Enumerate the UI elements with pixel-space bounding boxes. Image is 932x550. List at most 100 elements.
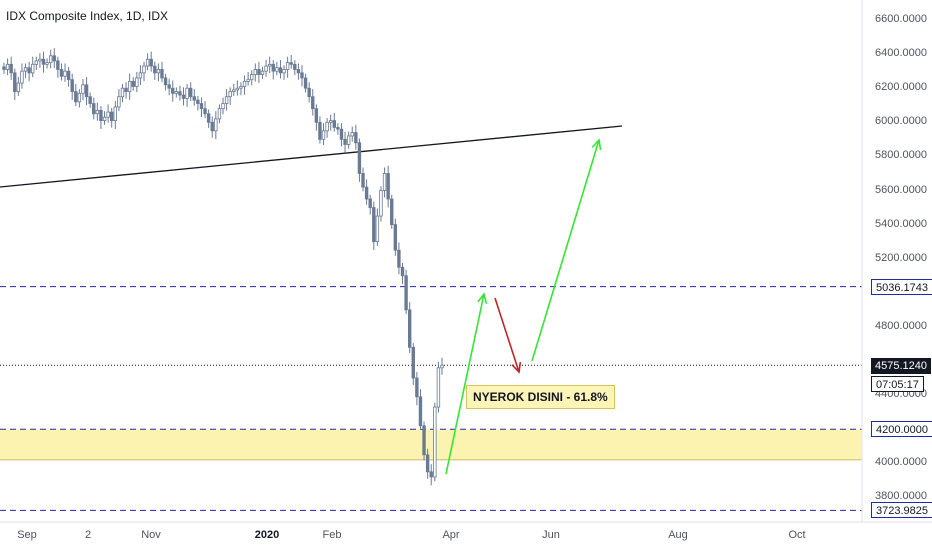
candle [9, 56, 13, 80]
candle [142, 61, 146, 82]
candle [5, 58, 10, 76]
candle [199, 97, 204, 118]
candle [429, 464, 433, 486]
y-tick-label: 4800.0000 [875, 319, 927, 332]
up-arrow-rebound[interactable] [445, 292, 488, 475]
candle [160, 61, 164, 83]
candle [56, 56, 60, 78]
candle [59, 63, 64, 81]
candle [153, 61, 157, 80]
x-tick-label: 2 [84, 529, 92, 541]
candle [364, 179, 369, 205]
candle [167, 78, 171, 96]
candle [368, 194, 372, 215]
candle [336, 123, 340, 135]
candle [16, 77, 21, 96]
y-tick-label: 6000.0000 [875, 115, 927, 128]
candle [63, 63, 67, 82]
candle [257, 61, 261, 83]
chart-title: IDX Composite Index, 1D, IDX [6, 9, 169, 23]
candle [289, 54, 293, 69]
candle [246, 72, 250, 86]
candle [149, 51, 153, 72]
annotation-box[interactable]: NYEROK DISINI - 61.8% [466, 385, 615, 409]
x-tick-label: 2020 [254, 529, 280, 541]
candle [386, 165, 390, 208]
candle [433, 402, 437, 482]
y-tick-label: 5200.0000 [875, 251, 927, 264]
x-tick-label: Nov [141, 529, 161, 541]
candle [354, 124, 358, 150]
candle [38, 53, 42, 68]
candle [110, 107, 114, 128]
candle [400, 262, 405, 285]
candle [174, 87, 179, 98]
candle [31, 56, 35, 78]
candle [113, 100, 117, 129]
y-tick-label: 4000.0000 [875, 456, 927, 469]
x-tick-label: Jun [542, 529, 560, 541]
candle [192, 89, 196, 106]
candle [23, 63, 28, 79]
y-tick-label: 5400.0000 [875, 217, 927, 230]
candle [178, 85, 182, 101]
candle [84, 77, 89, 106]
candle [390, 194, 394, 229]
candle [343, 131, 347, 153]
candle [350, 126, 354, 142]
candle [214, 111, 218, 140]
down-arrow-retrace[interactable] [494, 297, 522, 374]
candle [221, 97, 225, 115]
trend-line[interactable] [0, 125, 623, 188]
candle [156, 63, 161, 82]
candle [372, 201, 376, 251]
candle [293, 60, 297, 76]
x-tick-label: Oct [788, 529, 806, 541]
up-arrow-target[interactable] [531, 138, 602, 362]
candle [124, 82, 128, 99]
candle [361, 167, 365, 192]
candle [382, 167, 387, 198]
y-tick-label: 3800.0000 [875, 490, 927, 503]
candle [271, 60, 275, 80]
candle [332, 112, 336, 132]
candle [135, 72, 139, 93]
candle [307, 82, 311, 103]
candle [224, 89, 229, 111]
candle [77, 89, 82, 108]
y-tick-label: 6400.0000 [875, 47, 927, 60]
candle [346, 131, 351, 149]
candle [436, 361, 441, 413]
candle [282, 65, 286, 80]
candle [296, 63, 301, 80]
candle [357, 138, 362, 182]
candle [303, 73, 308, 93]
x-tick-label: Feb [322, 529, 342, 541]
candle [278, 60, 283, 79]
candle [379, 186, 383, 222]
candle [92, 97, 96, 120]
level-low-label: 3723.9825 [871, 502, 932, 518]
candle [314, 104, 319, 131]
candle [267, 56, 272, 74]
candle [260, 66, 265, 79]
candle [27, 61, 31, 82]
candle [95, 102, 100, 121]
candle [48, 49, 53, 69]
candle [131, 77, 135, 91]
x-tick-label: Apr [442, 529, 460, 541]
candle [397, 242, 401, 275]
candle [407, 302, 412, 353]
candle [188, 82, 193, 101]
candle [232, 83, 236, 96]
candle [425, 448, 430, 479]
candle [181, 87, 186, 106]
candle [2, 62, 6, 74]
candle [163, 73, 168, 91]
candle [20, 63, 24, 89]
candle [411, 343, 415, 386]
candle [418, 389, 423, 431]
candle [196, 95, 200, 111]
